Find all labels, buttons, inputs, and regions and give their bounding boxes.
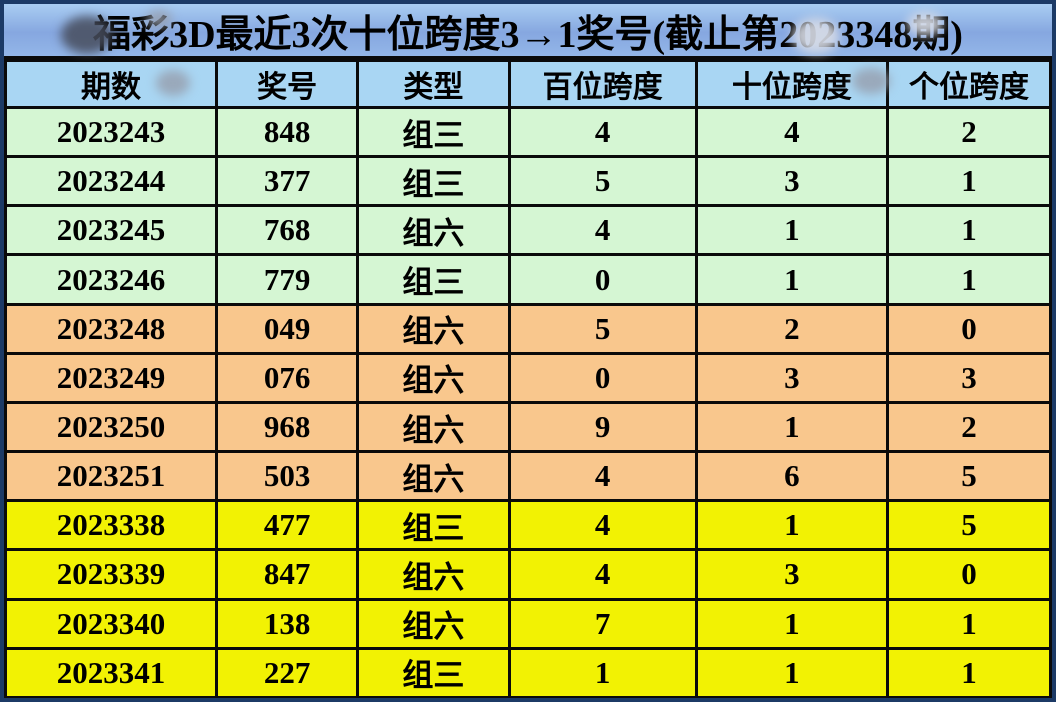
cell-tens-span: 4 xyxy=(694,105,889,159)
table-row: 2023339 847 组六 4 3 0 xyxy=(4,548,1052,601)
cell-number: 076 xyxy=(215,351,360,404)
cell-type: 组三 xyxy=(356,499,511,552)
cell-number: 049 xyxy=(215,302,360,355)
table-row: 2023244 377 组三 5 3 1 xyxy=(4,155,1052,208)
table-row: 2023248 049 组六 5 2 0 xyxy=(4,302,1052,355)
cell-number: 768 xyxy=(215,204,360,257)
cell-hundreds-span: 9 xyxy=(507,400,698,454)
cell-period: 2023338 xyxy=(4,499,219,552)
cell-hundreds-span: 7 xyxy=(507,597,698,650)
cell-units-span: 0 xyxy=(885,548,1052,601)
cell-hundreds-span: 4 xyxy=(507,548,698,601)
cell-type: 组三 xyxy=(356,253,511,306)
cell-tens-span: 2 xyxy=(694,302,889,355)
cell-tens-span: 1 xyxy=(694,253,889,306)
cell-number: 848 xyxy=(215,105,360,159)
cell-type: 组三 xyxy=(356,155,511,208)
cell-period: 2023250 xyxy=(4,400,219,454)
col-header-type: 类型 xyxy=(356,59,511,109)
cell-type: 组六 xyxy=(356,548,511,601)
table-row: 2023251 503 组六 4 6 5 xyxy=(4,450,1052,503)
cell-type: 组六 xyxy=(356,450,511,503)
cell-period: 2023340 xyxy=(4,597,219,650)
cell-number: 377 xyxy=(215,155,360,208)
cell-units-span: 1 xyxy=(885,155,1052,208)
cell-units-span: 1 xyxy=(885,204,1052,257)
cell-number: 779 xyxy=(215,253,360,306)
table-row: 2023338 477 组三 4 1 5 xyxy=(4,499,1052,552)
cell-tens-span: 1 xyxy=(694,400,889,454)
cell-units-span: 1 xyxy=(885,253,1052,306)
cell-number: 227 xyxy=(215,646,360,698)
table-row: 2023243 848 组三 4 4 2 xyxy=(4,105,1052,159)
cell-units-span: 1 xyxy=(885,646,1052,698)
cell-hundreds-span: 4 xyxy=(507,105,698,159)
table-row: 2023245 768 组六 4 1 1 xyxy=(4,204,1052,257)
cell-hundreds-span: 4 xyxy=(507,499,698,552)
cell-number: 503 xyxy=(215,450,360,503)
table-title: 福彩3D最近3次十位跨度3→1奖号(截止第2023348期) xyxy=(4,4,1052,59)
cell-tens-span: 3 xyxy=(694,155,889,208)
col-header-units-span: 个位跨度 xyxy=(885,59,1052,109)
cell-period: 2023248 xyxy=(4,302,219,355)
cell-hundreds-span: 5 xyxy=(507,302,698,355)
cell-period: 2023341 xyxy=(4,646,219,698)
cell-period: 2023249 xyxy=(4,351,219,404)
cell-period: 2023251 xyxy=(4,450,219,503)
cell-type: 组六 xyxy=(356,204,511,257)
cell-hundreds-span: 4 xyxy=(507,204,698,257)
col-header-tens-span: 十位跨度 xyxy=(694,59,889,109)
cell-hundreds-span: 5 xyxy=(507,155,698,208)
col-header-hundreds-span: 百位跨度 xyxy=(507,59,698,109)
cell-type: 组三 xyxy=(356,105,511,159)
cell-hundreds-span: 4 xyxy=(507,450,698,503)
cell-type: 组六 xyxy=(356,351,511,404)
table-title-text: 福彩3D最近3次十位跨度3→1奖号(截止第2023348期) xyxy=(93,13,963,56)
table-row: 2023246 779 组三 0 1 1 xyxy=(4,253,1052,306)
cell-tens-span: 3 xyxy=(694,548,889,601)
cell-units-span: 3 xyxy=(885,351,1052,404)
table-row: 2023341 227 组三 1 1 1 xyxy=(4,646,1052,698)
cell-hundreds-span: 1 xyxy=(507,646,698,698)
cell-period: 2023339 xyxy=(4,548,219,601)
cell-tens-span: 3 xyxy=(694,351,889,404)
cell-hundreds-span: 0 xyxy=(507,253,698,306)
cell-hundreds-span: 0 xyxy=(507,351,698,404)
col-header-number: 奖号 xyxy=(215,59,360,109)
cell-period: 2023245 xyxy=(4,204,219,257)
table-body: 2023243 848 组三 4 4 2 2023244 377 组三 5 3 1 2023245 768… xyxy=(4,105,1052,698)
cell-tens-span: 1 xyxy=(694,597,889,650)
cell-units-span: 2 xyxy=(885,400,1052,454)
cell-tens-span: 1 xyxy=(694,646,889,698)
cell-tens-span: 1 xyxy=(694,204,889,257)
cell-type: 组三 xyxy=(356,646,511,698)
cell-number: 847 xyxy=(215,548,360,601)
cell-number: 477 xyxy=(215,499,360,552)
cell-period: 2023246 xyxy=(4,253,219,306)
cell-type: 组六 xyxy=(356,400,511,454)
cell-tens-span: 1 xyxy=(694,499,889,552)
header-row: 期数 奖号 类型 百位跨度 十位跨度 个位跨度 xyxy=(4,59,1052,109)
table-row: 2023250 968 组六 9 1 2 xyxy=(4,400,1052,454)
cell-type: 组六 xyxy=(356,302,511,355)
cell-number: 138 xyxy=(215,597,360,650)
cell-units-span: 5 xyxy=(885,499,1052,552)
cell-period: 2023244 xyxy=(4,155,219,208)
cell-tens-span: 6 xyxy=(694,450,889,503)
cell-number: 968 xyxy=(215,400,360,454)
span-data-table: 期数 奖号 类型 百位跨度 十位跨度 个位跨度 2023243 848 组三 4 4 2 2… xyxy=(4,59,1052,698)
cell-units-span: 0 xyxy=(885,302,1052,355)
table-row: 2023340 138 组六 7 1 1 xyxy=(4,597,1052,650)
cell-units-span: 1 xyxy=(885,597,1052,650)
col-header-period: 期数 xyxy=(4,59,219,109)
cell-units-span: 2 xyxy=(885,105,1052,159)
cell-type: 组六 xyxy=(356,597,511,650)
cell-period: 2023243 xyxy=(4,105,219,159)
table-row: 2023249 076 组六 0 3 3 xyxy=(4,351,1052,404)
cell-units-span: 5 xyxy=(885,450,1052,503)
